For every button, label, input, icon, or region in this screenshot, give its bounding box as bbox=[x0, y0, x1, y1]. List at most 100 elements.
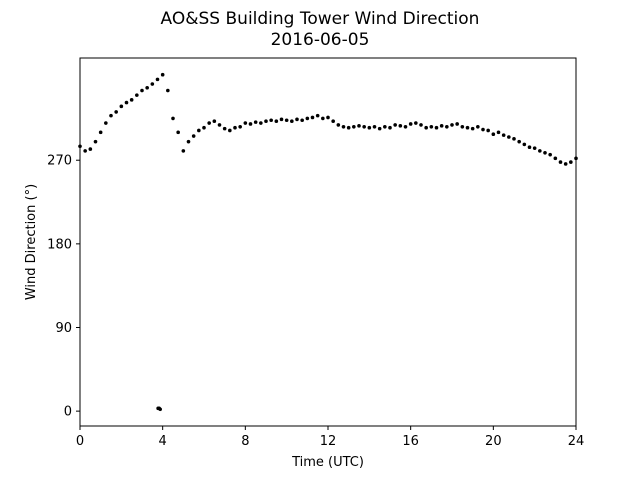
data-point bbox=[357, 124, 361, 128]
data-point bbox=[171, 116, 175, 121]
data-point bbox=[191, 134, 196, 138]
data-point bbox=[383, 124, 387, 129]
data-point bbox=[207, 121, 211, 125]
data-point bbox=[202, 125, 206, 130]
data-point bbox=[284, 118, 289, 123]
data-point bbox=[476, 124, 480, 129]
data-point bbox=[326, 115, 330, 120]
data-point bbox=[212, 119, 217, 123]
data-point bbox=[486, 128, 490, 133]
data-point bbox=[83, 149, 87, 153]
data-point bbox=[377, 126, 382, 131]
data-point bbox=[460, 124, 465, 129]
data-point bbox=[269, 118, 273, 123]
data-point bbox=[512, 137, 516, 141]
data-point bbox=[145, 85, 149, 90]
data-point bbox=[558, 160, 563, 164]
data-point bbox=[238, 124, 242, 129]
data-point bbox=[181, 149, 186, 153]
data-point bbox=[496, 130, 501, 135]
x-tick-label: 16 bbox=[402, 434, 419, 449]
data-point bbox=[274, 119, 279, 123]
data-point bbox=[279, 117, 284, 122]
data-point bbox=[388, 125, 392, 130]
data-point bbox=[109, 113, 113, 118]
data-point bbox=[233, 125, 237, 130]
data-point bbox=[445, 124, 449, 129]
data-point bbox=[129, 98, 134, 102]
y-tick-label: 270 bbox=[47, 154, 72, 169]
data-point bbox=[517, 139, 521, 144]
data-point bbox=[553, 156, 558, 161]
data-point bbox=[119, 104, 124, 109]
x-tick-label: 4 bbox=[159, 434, 167, 449]
data-point bbox=[563, 162, 568, 166]
data-point bbox=[569, 160, 573, 164]
data-point bbox=[259, 121, 263, 125]
chart-title: AO&SS Building Tower Wind Direction bbox=[161, 9, 480, 29]
data-point bbox=[88, 147, 93, 151]
data-point bbox=[150, 82, 155, 86]
data-point bbox=[222, 126, 227, 131]
data-point bbox=[290, 119, 294, 123]
data-point bbox=[186, 139, 191, 144]
data-point bbox=[393, 123, 397, 127]
data-point bbox=[372, 124, 377, 129]
data-point bbox=[295, 117, 299, 122]
data-point bbox=[491, 132, 496, 136]
data-point bbox=[414, 121, 418, 125]
data-point bbox=[439, 124, 444, 128]
data-point bbox=[305, 116, 310, 121]
data-point bbox=[264, 119, 268, 123]
data-point bbox=[419, 123, 423, 127]
x-axis-label: Time (UTC) bbox=[291, 455, 364, 470]
data-point bbox=[424, 125, 428, 130]
data-point bbox=[403, 124, 408, 129]
x-tick-label: 8 bbox=[241, 434, 249, 449]
plot-area-frame bbox=[79, 57, 577, 427]
data-point bbox=[197, 128, 201, 133]
data-point bbox=[450, 123, 454, 127]
data-point bbox=[217, 123, 222, 127]
data-point bbox=[93, 139, 98, 144]
data-point bbox=[228, 128, 232, 133]
y-tick-label: 90 bbox=[55, 321, 72, 336]
x-tick-label: 0 bbox=[76, 434, 84, 449]
data-point bbox=[114, 110, 118, 114]
data-point bbox=[176, 130, 180, 135]
data-point bbox=[310, 115, 315, 120]
data-point bbox=[481, 127, 485, 132]
data-point bbox=[455, 122, 459, 126]
data-point bbox=[135, 93, 139, 97]
x-tick-label: 12 bbox=[320, 434, 337, 449]
data-point bbox=[367, 125, 372, 130]
data-point bbox=[336, 123, 341, 127]
data-point bbox=[532, 146, 537, 150]
data-point bbox=[315, 113, 320, 118]
data-point bbox=[253, 120, 258, 124]
data-point bbox=[434, 125, 439, 130]
x-tick-label: 24 bbox=[568, 434, 585, 449]
data-point bbox=[527, 145, 532, 150]
data-point bbox=[398, 124, 403, 128]
data-point bbox=[331, 119, 335, 123]
chart-subtitle: 2016-06-05 bbox=[271, 30, 370, 50]
y-axis-ticks: 0 90 180 270 bbox=[47, 154, 80, 420]
data-points bbox=[78, 72, 578, 412]
data-point bbox=[429, 124, 434, 129]
data-point bbox=[352, 124, 356, 129]
y-tick-label: 180 bbox=[47, 237, 72, 252]
data-point bbox=[166, 88, 170, 93]
data-point bbox=[543, 150, 547, 155]
data-point bbox=[522, 142, 527, 147]
y-axis-label: Wind Direction (°) bbox=[24, 184, 39, 300]
data-point bbox=[104, 121, 108, 125]
x-tick-label: 20 bbox=[485, 434, 502, 449]
data-point bbox=[248, 122, 253, 126]
data-point bbox=[140, 88, 144, 93]
data-point bbox=[124, 100, 129, 105]
x-axis-ticks: 0 4 8 12 16 20 24 bbox=[76, 426, 584, 449]
data-point bbox=[155, 77, 160, 82]
data-point bbox=[548, 152, 552, 157]
